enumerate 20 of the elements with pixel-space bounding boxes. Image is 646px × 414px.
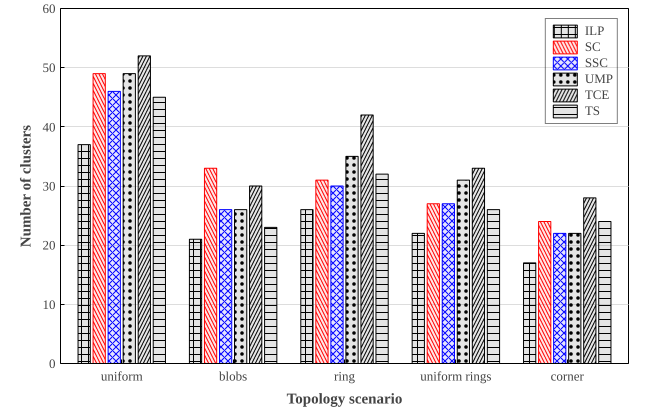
legend-label: SSC	[584, 55, 608, 71]
y-tick-label: 30	[42, 178, 56, 194]
x-tick-label: uniform rings	[420, 368, 492, 384]
y-axis-title: Number of clusters	[18, 124, 34, 248]
y-tick-label: 40	[42, 119, 56, 134]
legend-label: SC	[584, 39, 602, 55]
legend-label: UMP	[584, 71, 613, 87]
legend-label: TCE	[584, 87, 610, 103]
y-tick-label: 0	[49, 356, 56, 371]
legend-label: ILP	[584, 23, 605, 39]
y-tick-label: 20	[42, 238, 56, 253]
y-tick-label: 10	[42, 296, 56, 312]
legend-label: TS	[584, 103, 601, 119]
y-tick-label: 60	[42, 1, 56, 16]
x-tick-label: corner	[550, 368, 585, 384]
x-tick-label: ring	[334, 368, 356, 384]
x-axis-title: Topology scenario	[286, 392, 402, 408]
x-tick-label: uniform	[100, 368, 143, 384]
y-tick-label: 50	[42, 60, 56, 76]
x-tick-label: blobs	[219, 368, 248, 384]
